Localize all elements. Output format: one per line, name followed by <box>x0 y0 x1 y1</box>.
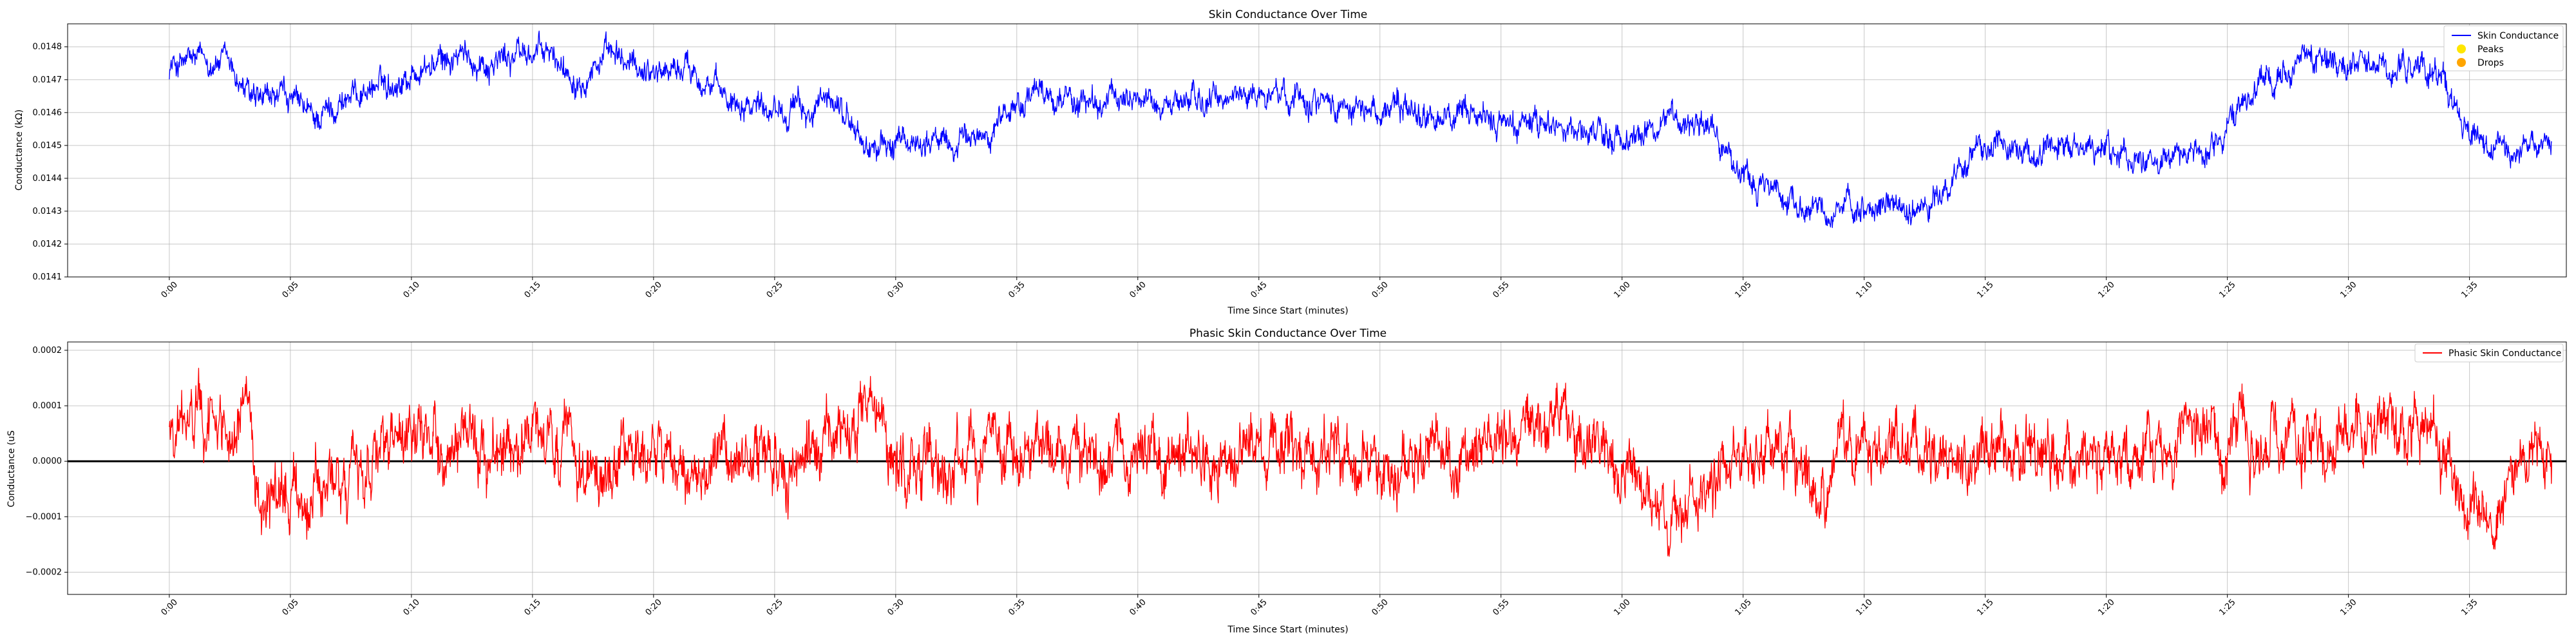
x-axis-ticks: 0:00 0:05 0:10 0:15 0:20 0:25 0:30 0:35 0:40 0:45… <box>160 594 2480 618</box>
x-tick-label: 1:20 <box>2096 280 2116 300</box>
x-tick-label: 0:10 <box>402 598 422 618</box>
x-tick-label: 1:30 <box>2338 598 2358 618</box>
y-axis-label: Conductance (kΩ) <box>14 109 24 191</box>
x-tick-label: 0:15 <box>523 598 543 618</box>
plot-area-frame <box>67 341 2567 595</box>
x-tick-label: 1:35 <box>2459 598 2479 618</box>
legend: Skin Conductance Peaks Drops <box>2443 25 2564 71</box>
x-tick-label: 0:00 <box>160 598 180 618</box>
skin-conductance-chart: Skin Conductance Over Time 0:00 0:05 0:10 0… <box>14 8 2567 316</box>
x-tick-label: 1:00 <box>1612 598 1632 618</box>
y-tick-label: 0.0145 <box>33 141 62 151</box>
x-tick-label: 0:50 <box>1370 598 1390 618</box>
x-tick-label: 0:20 <box>644 280 664 300</box>
legend-swatch-drops <box>2457 58 2466 67</box>
plot-area-frame <box>67 23 2567 278</box>
y-axis-ticks: −0.0002 −0.0001 0.0000 0.0001 0.0002 <box>26 346 68 578</box>
x-tick-label: 0:25 <box>765 280 785 300</box>
x-tick-label: 0:40 <box>1128 598 1148 618</box>
x-tick-label: 0:15 <box>523 280 543 300</box>
x-tick-label: 1:30 <box>2338 280 2358 300</box>
x-tick-label: 0:10 <box>402 280 422 300</box>
data-lines <box>169 30 2552 229</box>
y-axis-label: Conductance (uS <box>6 430 17 507</box>
x-axis-label: Time Since Start (minutes) <box>1227 625 1348 635</box>
x-tick-label: 0:55 <box>1491 598 1511 618</box>
y-tick-label: −0.0001 <box>26 512 62 522</box>
x-tick-label: 1:10 <box>1854 280 1874 300</box>
legend-label-drops: Drops <box>2477 58 2504 68</box>
y-tick-label: 0.0141 <box>33 272 62 282</box>
x-tick-label: 1:05 <box>1733 280 1753 300</box>
y-tick-label: 0.0146 <box>33 108 62 118</box>
legend-label-peaks: Peaks <box>2477 44 2504 55</box>
legend-box <box>2443 25 2564 71</box>
y-tick-label: 0.0143 <box>33 207 62 216</box>
x-tick-label: 0:45 <box>1249 280 1269 300</box>
legend-box <box>2414 343 2564 363</box>
y-tick-label: 0.0001 <box>33 401 62 411</box>
data-lines <box>68 368 2566 557</box>
x-tick-label: 0:05 <box>281 280 301 300</box>
y-tick-label: −0.0002 <box>26 568 62 578</box>
legend: Phasic Skin Conductance <box>2414 343 2564 363</box>
chart-title: Skin Conductance Over Time <box>1209 8 1367 21</box>
x-tick-label: 1:25 <box>2217 598 2237 618</box>
x-tick-label: 1:15 <box>1975 280 1995 300</box>
x-tick-label: 0:35 <box>1007 280 1027 300</box>
phasic-skin-conductance-chart: Phasic Skin Conductance Over Time 0:00 0:… <box>6 327 2567 635</box>
x-tick-label: 1:00 <box>1612 280 1632 300</box>
series-line-skin-conductance <box>169 30 2552 229</box>
x-axis-ticks: 0:00 0:05 0:10 0:15 0:20 0:25 0:30 0:35 0:40 0:45… <box>160 277 2480 300</box>
x-tick-label: 0:20 <box>644 598 664 618</box>
y-tick-label: 0.0000 <box>33 457 62 466</box>
x-tick-label: 0:25 <box>765 598 785 618</box>
x-tick-label: 0:30 <box>886 598 906 618</box>
x-tick-label: 0:50 <box>1370 280 1390 300</box>
x-tick-label: 0:00 <box>160 280 180 300</box>
legend-label-phasic: Phasic Skin Conductance <box>2448 348 2561 359</box>
y-tick-label: 0.0002 <box>33 346 62 355</box>
chart-title: Phasic Skin Conductance Over Time <box>1189 327 1387 340</box>
x-tick-label: 0:05 <box>281 598 301 618</box>
x-tick-label: 0:35 <box>1007 598 1027 618</box>
y-axis-ticks: 0.0141 0.0142 0.0143 0.0144 0.0145 0.0146 0.01… <box>33 43 68 282</box>
x-tick-label: 1:20 <box>2096 598 2116 618</box>
y-tick-label: 0.0144 <box>33 174 62 184</box>
x-tick-label: 1:25 <box>2217 280 2237 300</box>
y-tick-label: 0.0142 <box>33 240 62 249</box>
x-tick-label: 0:55 <box>1491 280 1511 300</box>
legend-label-skin-conductance: Skin Conductance <box>2477 31 2559 41</box>
x-axis-label: Time Since Start (minutes) <box>1227 306 1348 316</box>
x-tick-label: 1:10 <box>1854 598 1874 618</box>
x-tick-label: 0:30 <box>886 280 906 300</box>
x-tick-label: 0:45 <box>1249 598 1269 618</box>
y-tick-label: 0.0147 <box>33 75 62 85</box>
series-line-phasic-skin-conductance <box>169 368 2553 557</box>
x-tick-label: 1:15 <box>1975 598 1995 618</box>
x-tick-label: 0:40 <box>1128 280 1148 300</box>
x-tick-label: 1:35 <box>2459 280 2479 300</box>
legend-swatch-peaks <box>2457 44 2466 53</box>
x-tick-label: 1:05 <box>1733 598 1753 618</box>
y-tick-label: 0.0148 <box>33 43 62 52</box>
